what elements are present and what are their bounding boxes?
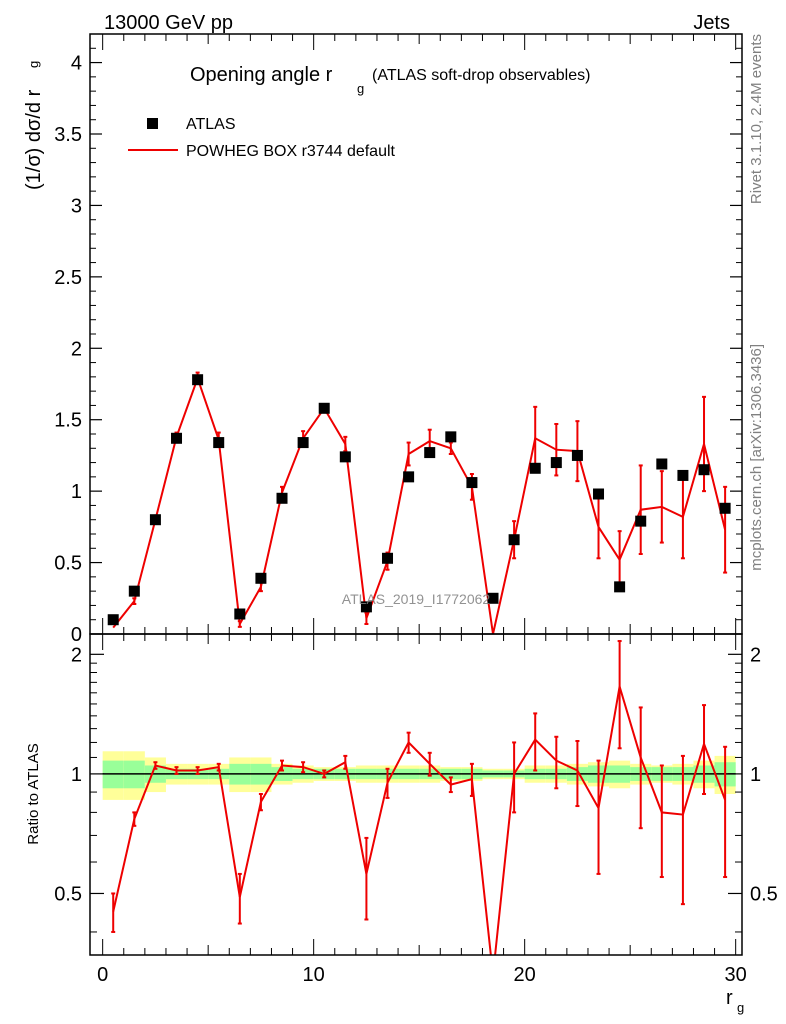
data-point: [635, 515, 647, 527]
x-tick-label: 10: [303, 964, 325, 986]
data-point: [297, 437, 309, 449]
chart-title-suffix: (ATLAS soft-drop observables): [372, 67, 590, 84]
data-point: [339, 451, 351, 463]
main-y-tick-label: 1: [71, 481, 82, 503]
data-point: [234, 608, 246, 620]
data-point: [593, 488, 605, 500]
energy-label: 13000 GeV pp: [104, 12, 233, 34]
legend-data-marker: [147, 118, 158, 129]
x-tick-label: 0: [97, 964, 108, 986]
main-y-tick-label: 4: [71, 53, 82, 75]
main-y-tick-label: 3.5: [54, 124, 82, 146]
data-point: [255, 572, 267, 584]
ratio-frame: [89, 633, 743, 956]
chart-title-sub: g: [357, 81, 364, 96]
data-point: [360, 601, 372, 613]
data-point: [276, 492, 288, 504]
ratio-y-tick-label-left: 1: [71, 764, 82, 786]
data-point: [128, 585, 140, 597]
data-point: [677, 469, 689, 481]
data-point: [656, 458, 668, 470]
ratio-y-tick-label-right: 2: [750, 644, 761, 666]
data-series: [107, 374, 731, 626]
ratio-axes: 0.5 0.51 12 20 10 20 30: [54, 633, 778, 986]
data-point: [529, 462, 541, 474]
data-point: [550, 457, 562, 469]
legend-data-label: ATLAS: [186, 116, 236, 133]
rivet-version-label: Rivet 3.1.10, 2.4M events: [748, 34, 765, 204]
x-axis-title-sub: g: [737, 1000, 744, 1015]
data-point: [698, 464, 710, 476]
data-point: [508, 534, 520, 546]
x-axis-title: r g: [726, 987, 744, 1015]
analysis-watermark: ATLAS_2019_I1772062: [342, 591, 491, 607]
data-point: [171, 432, 183, 444]
data-point: [318, 402, 330, 414]
legend: ATLAS POWHEG BOX r3744 default: [128, 116, 396, 160]
ratio-mc-line: [112, 686, 727, 955]
ratio-y-tick-label-right: 0.5: [750, 883, 778, 905]
ratio-mc-series: [111, 640, 728, 955]
data-point: [466, 477, 478, 489]
mc-line: [112, 375, 727, 635]
main-y-axis-title: (1/σ) dσ/d r g: [23, 61, 45, 190]
main-y-tick-label: 0: [71, 624, 82, 646]
main-y-tick-label: 1.5: [54, 410, 82, 432]
data-point: [487, 592, 499, 604]
category-label: Jets: [693, 12, 730, 34]
ratio-y-tick-label-left: 0.5: [54, 883, 82, 905]
main-y-tick-label: 2.5: [54, 267, 82, 289]
main-y-axis-title-sub: g: [26, 61, 41, 68]
data-point: [192, 374, 204, 386]
data-point: [445, 431, 457, 443]
data-point: [382, 552, 394, 564]
data-point: [424, 447, 436, 459]
x-axis-title-text: r: [726, 987, 733, 1009]
main-y-tick-label: 0.5: [54, 553, 82, 575]
data-point: [614, 581, 626, 593]
ratio-y-tick-label-right: 1: [750, 764, 761, 786]
x-tick-label: 20: [514, 964, 536, 986]
ratio-y-tick-label-left: 2: [71, 644, 82, 666]
chart-title: Opening angle r g (ATLAS soft-drop obser…: [190, 64, 590, 96]
data-point: [149, 514, 161, 526]
main-y-axis-title-text: (1/σ) dσ/d r: [23, 89, 45, 190]
chart-title-main: Opening angle r: [190, 64, 333, 86]
data-point: [719, 502, 731, 514]
ratio-y-axis-title: Ratio to ATLAS: [25, 743, 42, 844]
data-point: [213, 437, 225, 449]
main-y-tick-label: 2: [71, 338, 82, 360]
data-point: [107, 614, 119, 626]
legend-mc-label: POWHEG BOX r3744 default: [186, 143, 396, 160]
mcplots-label: mcplots.cern.ch [arXiv:1306.3436]: [748, 344, 765, 571]
data-point: [571, 449, 583, 461]
main-y-tick-label: 3: [71, 195, 82, 217]
x-tick-label: 30: [725, 964, 747, 986]
data-point: [403, 471, 415, 483]
